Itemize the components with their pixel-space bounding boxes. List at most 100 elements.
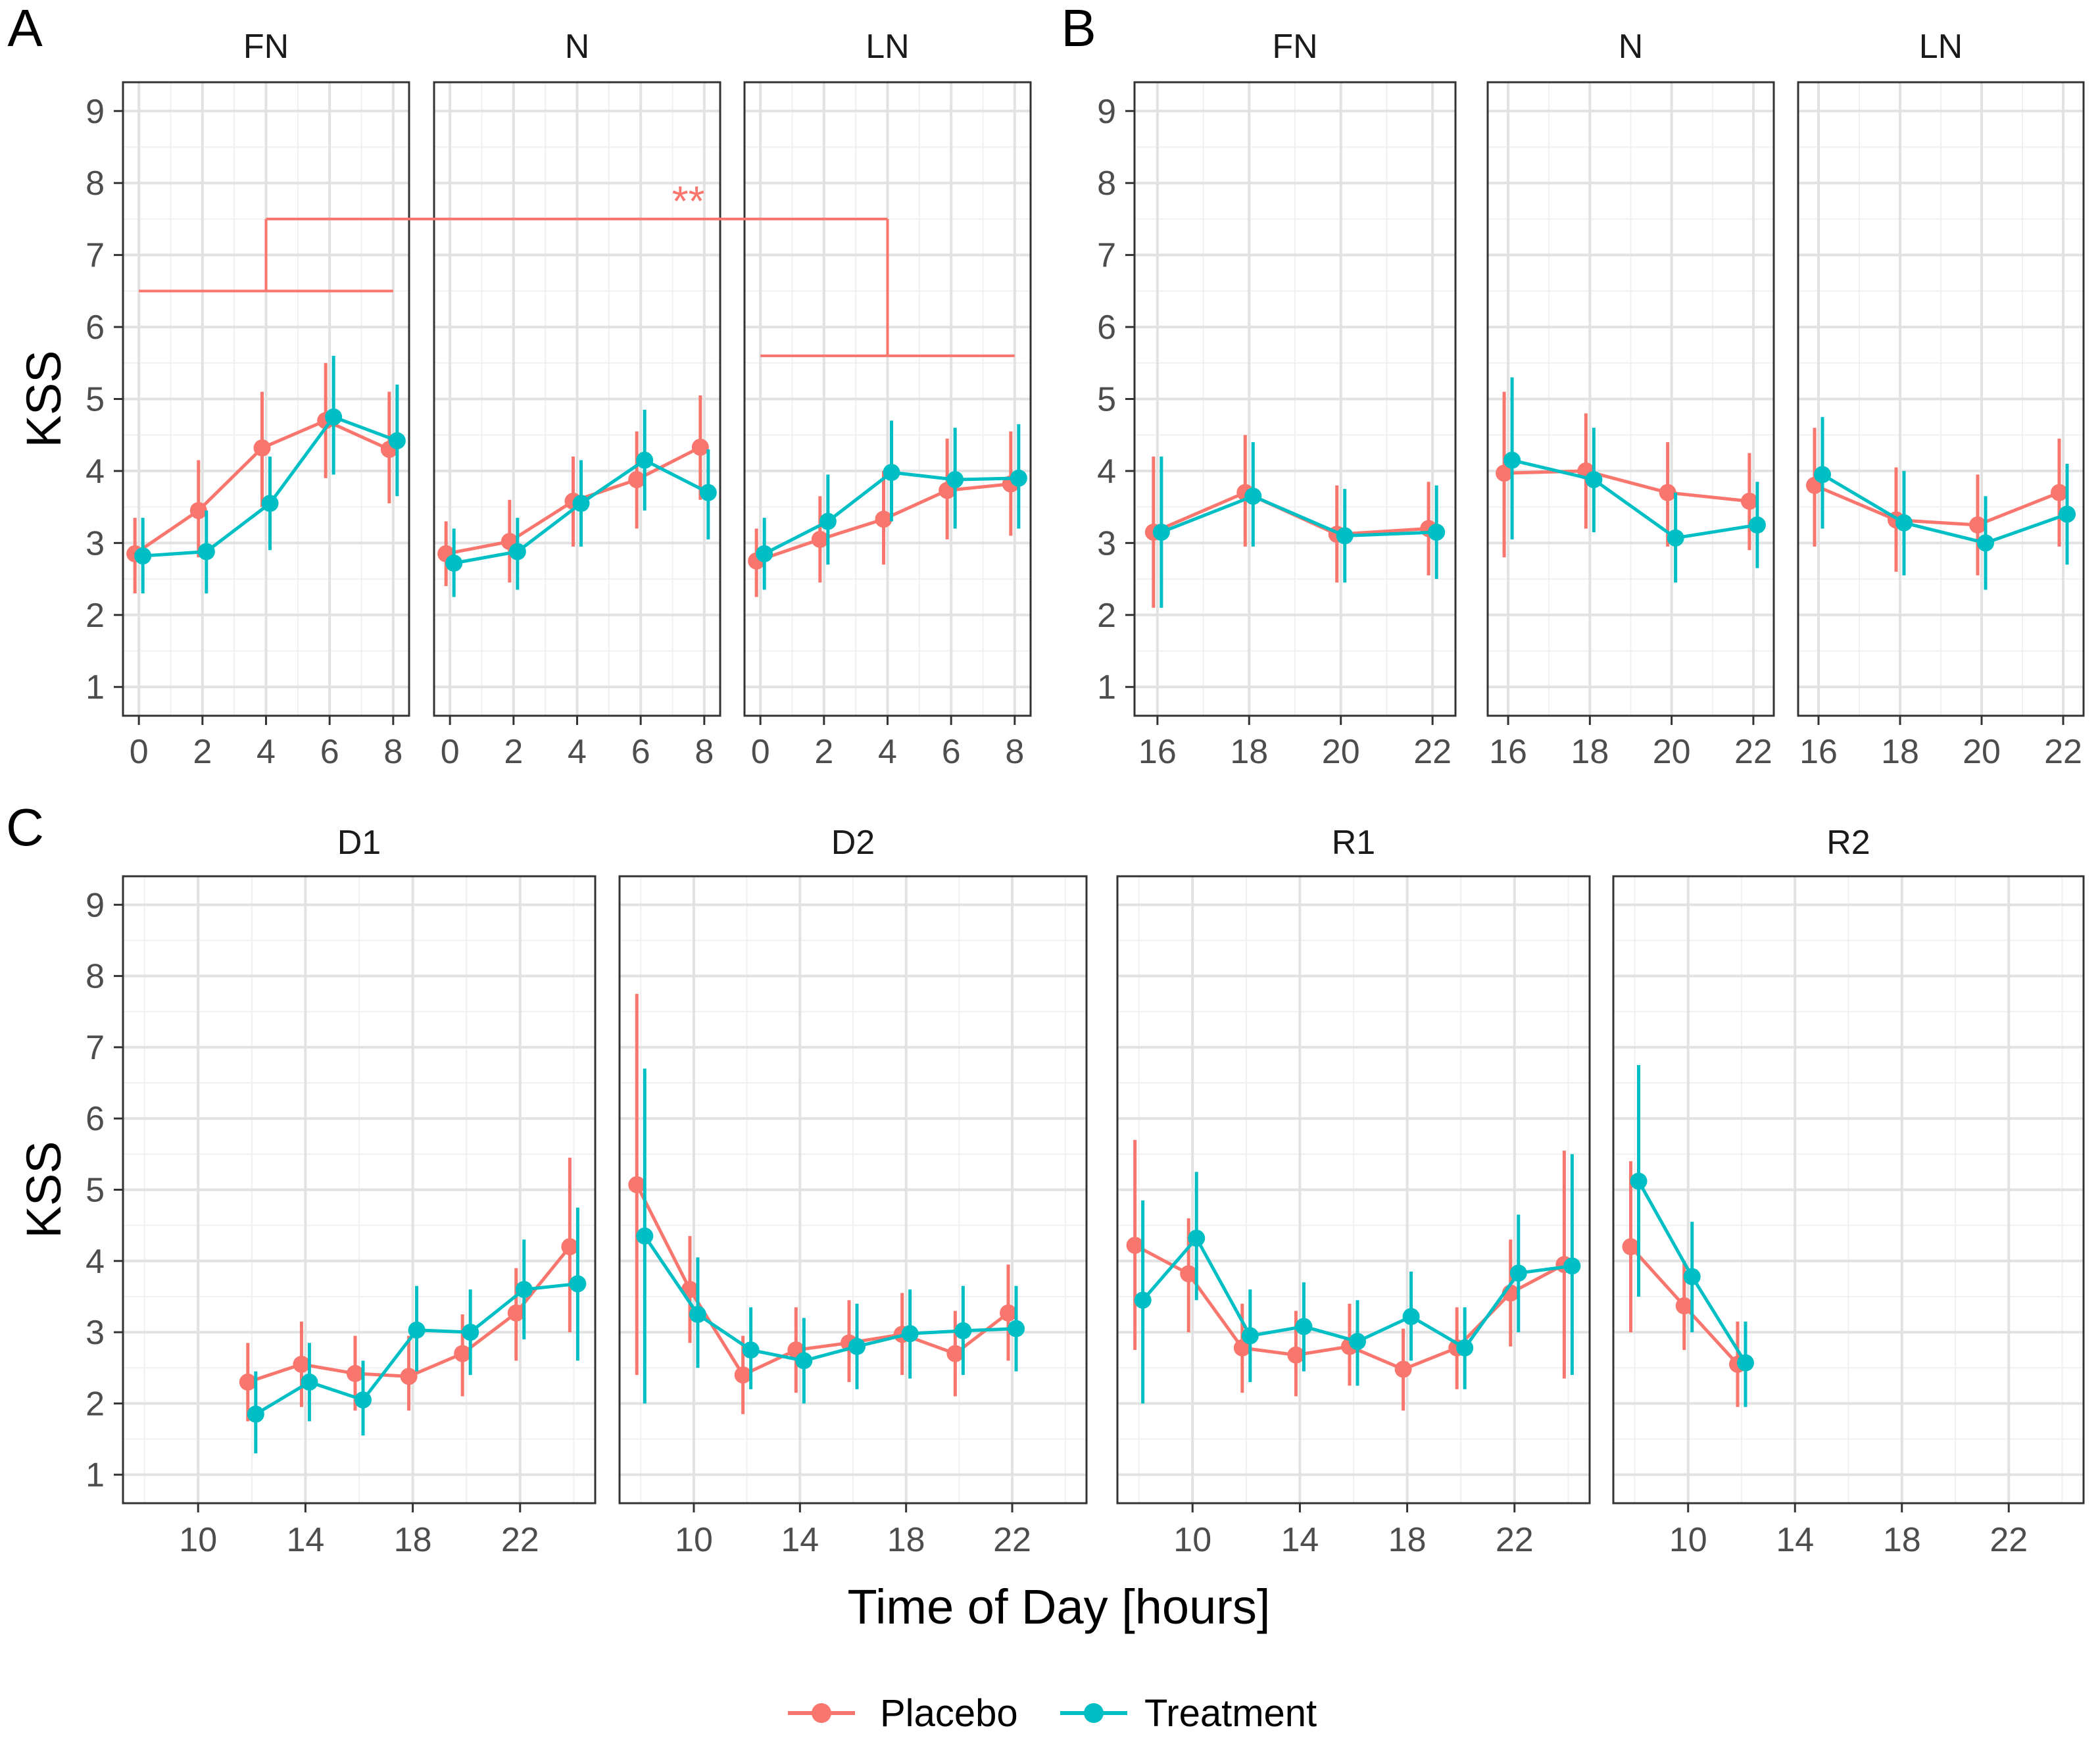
y-tick-label: 6	[1097, 309, 1116, 347]
facet-label: N	[565, 28, 590, 66]
data-point	[1895, 514, 1913, 532]
data-point	[253, 439, 271, 457]
y-tick-label: 5	[85, 381, 105, 419]
data-point	[445, 555, 463, 572]
data-point	[454, 1345, 472, 1362]
data-point	[1134, 1291, 1152, 1309]
x-tick-label: 18	[887, 1521, 925, 1559]
data-point	[636, 1227, 654, 1245]
legend-placebo-label: Placebo	[880, 1692, 1018, 1735]
data-point	[1188, 1230, 1206, 1247]
data-point	[408, 1321, 426, 1339]
data-point	[1509, 1264, 1527, 1282]
data-point	[347, 1364, 364, 1382]
data-point	[197, 543, 215, 560]
data-point	[239, 1373, 256, 1391]
x-tick-label: 4	[568, 733, 587, 771]
x-tick-label: 10	[1669, 1521, 1707, 1559]
data-point	[354, 1391, 372, 1408]
facet-b-ln	[1797, 81, 2085, 725]
data-point	[515, 1281, 533, 1299]
y-tick-label: 3	[85, 524, 105, 562]
y-tick-label: 8	[1097, 164, 1116, 203]
data-point	[819, 512, 837, 530]
y-tick-label: 9	[85, 93, 105, 131]
series-placebo	[126, 362, 398, 593]
data-point	[2059, 505, 2076, 523]
data-point	[2051, 484, 2068, 501]
x-tick-label: 10	[179, 1521, 217, 1559]
data-point	[1683, 1268, 1701, 1285]
data-point	[628, 1176, 646, 1193]
data-point	[1456, 1339, 1474, 1356]
data-point	[1233, 1339, 1251, 1356]
series-treatment	[756, 420, 1027, 590]
facet-label: D1	[337, 824, 381, 862]
series-treatment	[1152, 442, 1446, 608]
x-tick-label: 22	[1496, 1521, 1534, 1559]
panel-letter-b: B	[1061, 0, 1096, 57]
y-tick-label: 2	[85, 597, 105, 635]
x-tick-label: 6	[320, 733, 339, 771]
data-point	[742, 1341, 760, 1359]
data-point	[1496, 464, 1513, 482]
y-tick-label: 1	[85, 1456, 105, 1495]
y-tick-label: 5	[85, 1172, 105, 1210]
x-tick-label: 22	[1734, 733, 1772, 771]
panel-border	[743, 81, 1032, 717]
series-treatment	[1134, 1154, 1581, 1404]
x-tick-label: 18	[394, 1521, 432, 1559]
data-point	[734, 1366, 752, 1384]
y-axis-title-a: KSS	[16, 350, 71, 447]
facet-label: LN	[1919, 28, 1963, 66]
y-tick-label: 7	[85, 1029, 105, 1067]
data-point	[134, 547, 152, 565]
x-tick-label: 8	[1005, 733, 1024, 771]
facet-c-d2	[618, 875, 1088, 1512]
x-tick-label: 20	[1653, 733, 1691, 771]
facet-label: N	[1619, 28, 1644, 66]
panel-border	[122, 875, 597, 1505]
panel-letter-a: A	[7, 0, 43, 57]
data-point	[1152, 523, 1170, 541]
data-point	[1740, 492, 1758, 510]
data-point	[1295, 1318, 1313, 1335]
legend-placebo-dot	[812, 1703, 831, 1723]
facet-c-d1	[122, 875, 597, 1512]
panel-border	[433, 81, 721, 717]
facet-label: FN	[1272, 28, 1317, 66]
data-point	[1010, 469, 1027, 487]
y-tick-label: 9	[1097, 93, 1116, 131]
data-point	[1180, 1265, 1198, 1283]
series-treatment	[134, 355, 406, 593]
x-tick-label: 10	[675, 1521, 713, 1559]
significance-annotation: **	[139, 178, 1015, 357]
data-point	[875, 510, 892, 528]
x-tick-label: 22	[1990, 1521, 2028, 1559]
data-point	[247, 1405, 264, 1423]
x-tick-label: 18	[1571, 733, 1609, 771]
x-tick-label: 18	[1881, 733, 1919, 771]
x-tick-label: 10	[1173, 1521, 1211, 1559]
data-point	[189, 502, 207, 520]
data-point	[1000, 1304, 1017, 1322]
x-tick-label: 0	[441, 733, 460, 771]
data-point	[1737, 1354, 1754, 1372]
data-point	[508, 543, 526, 560]
data-point	[1394, 1360, 1412, 1378]
facet-a-fn	[122, 81, 410, 725]
x-tick-label: 8	[695, 733, 714, 771]
x-tick-label: 20	[1322, 733, 1360, 771]
y-tick-label: 9	[85, 886, 105, 924]
y-tick-label: 7	[85, 237, 105, 275]
data-point	[1675, 1297, 1693, 1315]
facet-c-r2	[1612, 875, 2085, 1512]
x-tick-label: 4	[878, 733, 897, 771]
legend-treatment-dot	[1084, 1703, 1104, 1723]
series-line	[1504, 469, 1750, 503]
x-tick-label: 8	[383, 733, 403, 771]
y-axis-title-c: KSS	[16, 1141, 71, 1238]
facet-label: FN	[243, 28, 289, 66]
data-point	[954, 1322, 972, 1339]
